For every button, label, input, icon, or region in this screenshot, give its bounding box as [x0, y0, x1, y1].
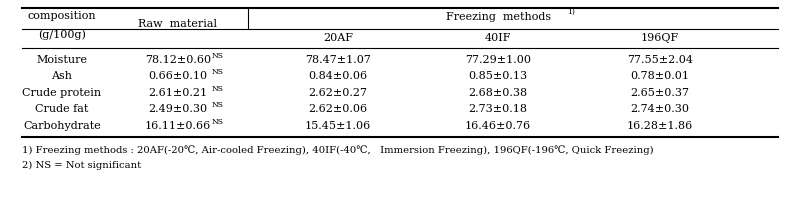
Text: 0.85±0.13: 0.85±0.13: [468, 71, 528, 81]
Text: 2.74±0.30: 2.74±0.30: [630, 104, 690, 114]
Text: 40IF: 40IF: [484, 33, 511, 43]
Text: 78.47±1.07: 78.47±1.07: [305, 55, 371, 65]
Text: 16.11±0.66: 16.11±0.66: [145, 121, 211, 131]
Text: Raw  material: Raw material: [139, 19, 217, 29]
Text: NS: NS: [212, 68, 224, 76]
Text: NS: NS: [212, 118, 224, 126]
Text: Crude protein: Crude protein: [22, 88, 102, 98]
Text: 196QF: 196QF: [641, 33, 679, 43]
Text: Crude fat: Crude fat: [35, 104, 89, 114]
Text: 15.45±1.06: 15.45±1.06: [305, 121, 371, 131]
Text: 2.61±0.21: 2.61±0.21: [148, 88, 208, 98]
Text: 2.68±0.38: 2.68±0.38: [468, 88, 528, 98]
Text: 1): 1): [567, 8, 575, 16]
Text: 2.49±0.30: 2.49±0.30: [148, 104, 208, 114]
Text: 16.28±1.86: 16.28±1.86: [627, 121, 693, 131]
Text: Freezing  methods: Freezing methods: [447, 12, 552, 22]
Text: NS: NS: [212, 101, 224, 109]
Text: 2) NS = Not significant: 2) NS = Not significant: [22, 160, 141, 169]
Text: 16.46±0.76: 16.46±0.76: [465, 121, 531, 131]
Text: NS: NS: [212, 52, 224, 60]
Text: 0.66±0.10: 0.66±0.10: [148, 71, 208, 81]
Text: Carbohydrate: Carbohydrate: [23, 121, 101, 131]
Text: 2.62±0.27: 2.62±0.27: [309, 88, 367, 98]
Text: NS: NS: [212, 85, 224, 93]
Text: 78.12±0.60: 78.12±0.60: [145, 55, 211, 65]
Text: 77.29±1.00: 77.29±1.00: [465, 55, 531, 65]
Text: 2.73±0.18: 2.73±0.18: [468, 104, 528, 114]
Text: 2.65±0.37: 2.65±0.37: [630, 88, 690, 98]
Text: 0.78±0.01: 0.78±0.01: [630, 71, 690, 81]
Text: Ash: Ash: [51, 71, 72, 81]
Text: Moisture: Moisture: [37, 55, 87, 65]
Text: 0.84±0.06: 0.84±0.06: [309, 71, 367, 81]
Text: composition: composition: [28, 11, 96, 21]
Text: 20AF: 20AF: [323, 33, 353, 43]
Text: 1) Freezing methods : 20AF(-20℃, Air-cooled Freezing), 40IF(-40℃,   Immersion Fr: 1) Freezing methods : 20AF(-20℃, Air-coo…: [22, 145, 654, 155]
Text: 77.55±2.04: 77.55±2.04: [627, 55, 693, 65]
Text: (g/100g): (g/100g): [38, 30, 86, 40]
Text: 2.62±0.06: 2.62±0.06: [309, 104, 367, 114]
